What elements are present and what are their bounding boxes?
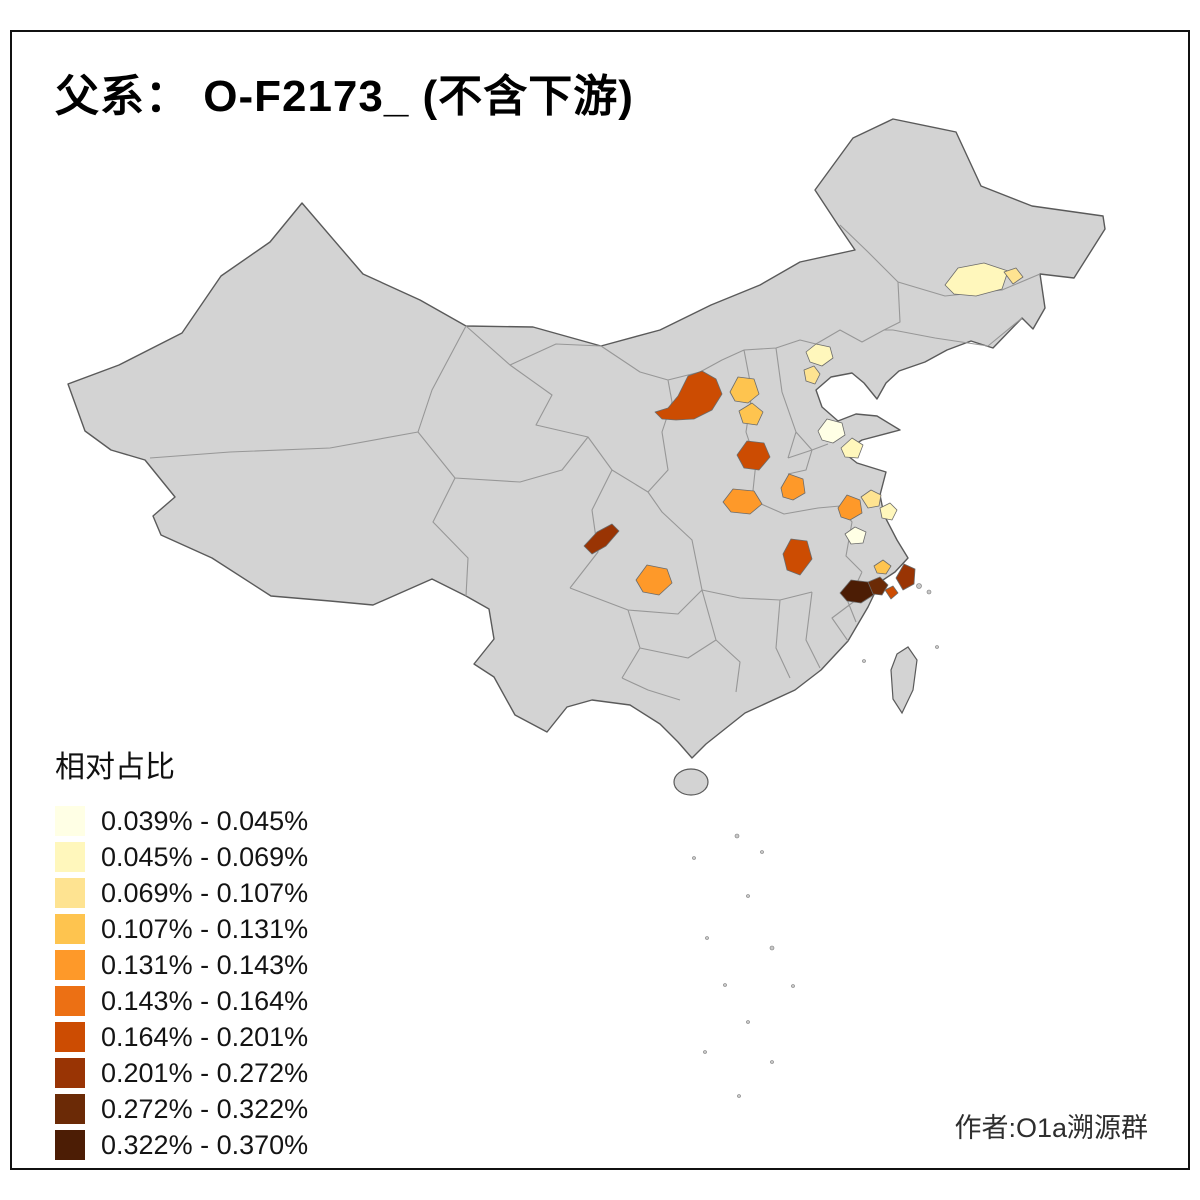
legend-title: 相对占比	[55, 751, 175, 784]
legend-swatch	[55, 1094, 85, 1124]
legend-label: 0.069% - 0.107%	[101, 877, 309, 908]
highlighted-prefecture	[780, 473, 806, 501]
legend-item: 0.164% - 0.201%	[55, 1022, 308, 1052]
legend-item: 0.272% - 0.322%	[55, 1094, 308, 1124]
highlighted-prefecture	[1003, 267, 1024, 285]
highlighted-prefecture	[879, 502, 898, 521]
legend-label: 0.039% - 0.045%	[101, 805, 309, 836]
legend-swatch	[55, 914, 85, 944]
small-islands	[692, 583, 939, 1098]
highlighted-prefecture	[738, 402, 764, 426]
highlighted-prefecture	[873, 559, 892, 575]
taiwan-island	[890, 646, 918, 715]
highlighted-prefecture	[722, 488, 763, 515]
map-title: 父系： O-F2173_ (不含下游)	[55, 72, 634, 121]
highlighted-prefecture	[803, 365, 821, 385]
highlighted-prefecture	[844, 526, 867, 545]
legend-swatch	[55, 986, 85, 1016]
legend-item: 0.143% - 0.164%	[55, 986, 308, 1016]
legend: 相对占比 0.039% - 0.045% 0.045% - 0.069% 0.069…	[55, 742, 308, 1166]
highlighted-prefecture	[805, 343, 834, 367]
highlighted-prefecture	[895, 563, 916, 591]
legend-swatch	[55, 950, 85, 980]
highlighted-prefecture	[654, 370, 723, 421]
credit-text: 作者:O1a溯源群	[954, 1113, 1148, 1143]
highlighted-regions	[583, 262, 1024, 604]
legend-label: 0.272% - 0.322%	[101, 1093, 309, 1124]
legend-label: 0.131% - 0.143%	[101, 949, 309, 980]
legend-swatch	[55, 842, 85, 872]
legend-item: 0.045% - 0.069%	[55, 842, 308, 872]
legend-item: 0.131% - 0.143%	[55, 950, 308, 980]
legend-label: 0.107% - 0.131%	[101, 913, 309, 944]
legend-label: 0.143% - 0.164%	[101, 985, 309, 1016]
highlighted-prefecture	[635, 564, 673, 596]
highlighted-prefecture	[782, 538, 813, 576]
highlighted-prefecture	[840, 437, 864, 459]
legend-swatch	[55, 1022, 85, 1052]
highlighted-prefecture	[944, 262, 1009, 297]
legend-item: 0.322% - 0.370%	[55, 1130, 308, 1160]
legend-label: 0.201% - 0.272%	[101, 1057, 309, 1088]
highlighted-prefecture	[860, 489, 882, 509]
legend-item: 0.069% - 0.107%	[55, 878, 308, 908]
highlighted-prefecture	[817, 418, 846, 444]
highlighted-prefecture	[837, 494, 863, 521]
highlighted-prefecture	[736, 440, 771, 471]
highlighted-prefecture	[884, 585, 899, 600]
legend-swatch	[55, 1130, 85, 1160]
highlighted-prefecture	[583, 523, 620, 555]
legend-swatch	[55, 878, 85, 908]
highlighted-prefecture	[729, 376, 760, 404]
legend-label: 0.322% - 0.370%	[101, 1129, 309, 1160]
legend-item: 0.107% - 0.131%	[55, 914, 308, 944]
legend-swatch	[55, 1058, 85, 1088]
legend-swatch	[55, 806, 85, 836]
legend-item: 0.201% - 0.272%	[55, 1058, 308, 1088]
hainan-island	[673, 768, 709, 796]
legend-label: 0.164% - 0.201%	[101, 1021, 309, 1052]
legend-label: 0.045% - 0.069%	[101, 841, 309, 872]
legend-item: 0.039% - 0.045%	[55, 806, 308, 836]
legend-rows: 0.039% - 0.045% 0.045% - 0.069% 0.069% - 0…	[55, 806, 308, 1160]
